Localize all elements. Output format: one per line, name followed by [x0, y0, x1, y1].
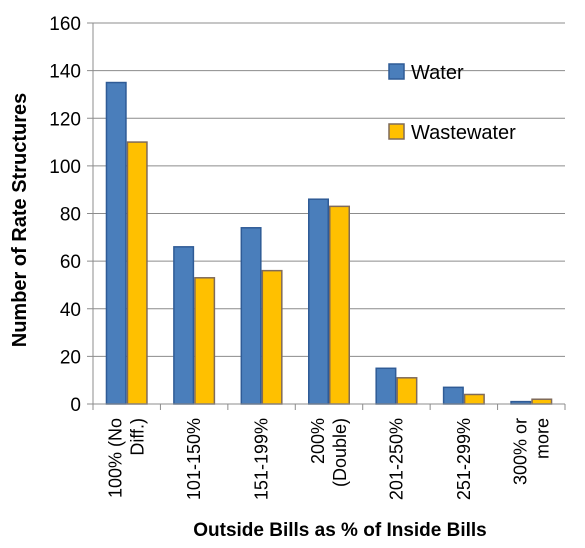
- legend-swatch-wastewater: [388, 123, 405, 140]
- x-tick-label: 251-299%: [454, 418, 474, 500]
- y-tick-labels: 0 20 40 60 80 100 120 140 160: [49, 14, 81, 416]
- y-tick-label: 0: [70, 395, 81, 416]
- y-tick-label: 100: [49, 157, 81, 178]
- x-tick-labels: 100% (No Diff.) 101-150% 151-199% 200% (Doubl…: [106, 418, 553, 500]
- bar-wastewater-2: [261, 269, 283, 405]
- legend-label-water: Water: [411, 62, 464, 84]
- y-tick-label: 60: [60, 252, 81, 273]
- bar-wastewater-0: [126, 141, 148, 405]
- bar-water-1: [173, 246, 195, 405]
- y-tick-label: 80: [60, 205, 81, 226]
- x-tick-label: Diff.): [128, 418, 148, 456]
- bar-water-4: [375, 367, 397, 405]
- legend: Water Wastewater: [388, 62, 516, 144]
- x-tick-label: 200%: [308, 418, 328, 464]
- bar-wastewater-4: [396, 377, 418, 405]
- bar-water-0: [105, 81, 127, 405]
- x-tick-label: 300% or: [510, 418, 530, 485]
- x-tick-label: 151-199%: [252, 418, 272, 500]
- axes: [87, 22, 566, 410]
- x-axis-title: Outside Bills as % of Inside Bills: [193, 520, 487, 541]
- bar-water-5: [442, 386, 464, 405]
- x-tick-label: 100% (No: [106, 418, 126, 498]
- bar-wastewater-6: [531, 398, 553, 405]
- x-tick-label: (Double): [330, 418, 350, 487]
- legend-label-wastewater: Wastewater: [411, 122, 516, 144]
- y-tick-label: 140: [49, 62, 81, 83]
- bar-water-3: [308, 198, 329, 405]
- bar-wastewater-3: [329, 205, 350, 405]
- x-tick-label: more: [532, 418, 552, 459]
- y-tick-label: 40: [60, 300, 81, 321]
- x-tick-label: 101-150%: [184, 418, 204, 500]
- y-tick-label: 160: [49, 14, 81, 35]
- y-axis-title: Number of Rate Structures: [9, 93, 31, 348]
- bar-wastewater-1: [194, 277, 216, 405]
- legend-swatch-water: [388, 63, 405, 80]
- bar-wastewater-5: [463, 393, 485, 405]
- y-tick-label: 120: [49, 109, 81, 130]
- bar-water-2: [240, 227, 262, 405]
- x-tick-label: 201-250%: [386, 418, 406, 500]
- y-tick-label: 20: [60, 347, 81, 368]
